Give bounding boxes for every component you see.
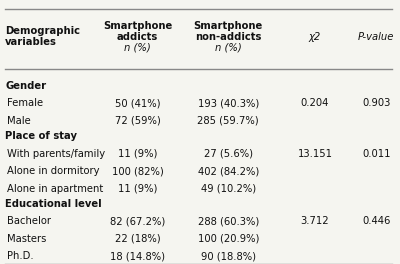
Text: 0.204: 0.204 [301,98,329,108]
Text: n (%): n (%) [124,43,151,53]
Text: 288 (60.3%): 288 (60.3%) [198,216,259,227]
Text: P-value: P-value [358,32,394,42]
Text: 3.712: 3.712 [301,216,329,227]
Text: Smartphone: Smartphone [194,21,263,31]
Text: 285 (59.7%): 285 (59.7%) [198,116,259,126]
Text: Female: Female [7,98,44,108]
Text: Educational level: Educational level [5,199,102,209]
Text: 13.151: 13.151 [298,149,332,159]
Text: 49 (10.2%): 49 (10.2%) [201,183,256,194]
Text: 0.446: 0.446 [362,216,390,227]
Text: Bachelor: Bachelor [7,216,51,227]
Text: 27 (5.6%): 27 (5.6%) [204,149,253,159]
Text: Smartphone: Smartphone [103,21,172,31]
Text: Gender: Gender [5,81,46,91]
Text: Place of stay: Place of stay [5,131,77,141]
Text: With parents/family: With parents/family [7,149,106,159]
Text: Alone in dormitory: Alone in dormitory [7,166,100,176]
Text: 18 (14.8%): 18 (14.8%) [110,251,165,261]
Text: 72 (59%): 72 (59%) [115,116,160,126]
Text: non-addicts: non-addicts [195,32,262,42]
Text: Alone in apartment: Alone in apartment [7,183,104,194]
Text: 402 (84.2%): 402 (84.2%) [198,166,259,176]
Text: 100 (82%): 100 (82%) [112,166,163,176]
Text: 90 (18.8%): 90 (18.8%) [201,251,256,261]
Text: addicts: addicts [117,32,158,42]
Text: Male: Male [7,116,31,126]
Text: 11 (9%): 11 (9%) [118,183,157,194]
Text: Ph.D.: Ph.D. [7,251,34,261]
Text: 11 (9%): 11 (9%) [118,149,157,159]
Text: 82 (67.2%): 82 (67.2%) [110,216,165,227]
Text: 22 (18%): 22 (18%) [115,234,160,244]
Text: 193 (40.3%): 193 (40.3%) [198,98,259,108]
Text: 50 (41%): 50 (41%) [115,98,160,108]
Text: 0.903: 0.903 [362,98,390,108]
Text: Masters: Masters [7,234,47,244]
Text: variables: variables [5,37,57,48]
Text: 100 (20.9%): 100 (20.9%) [198,234,259,244]
Text: n (%): n (%) [215,43,242,53]
Text: 0.011: 0.011 [362,149,390,159]
Text: χ2: χ2 [309,32,321,42]
Text: Demographic: Demographic [5,26,80,36]
